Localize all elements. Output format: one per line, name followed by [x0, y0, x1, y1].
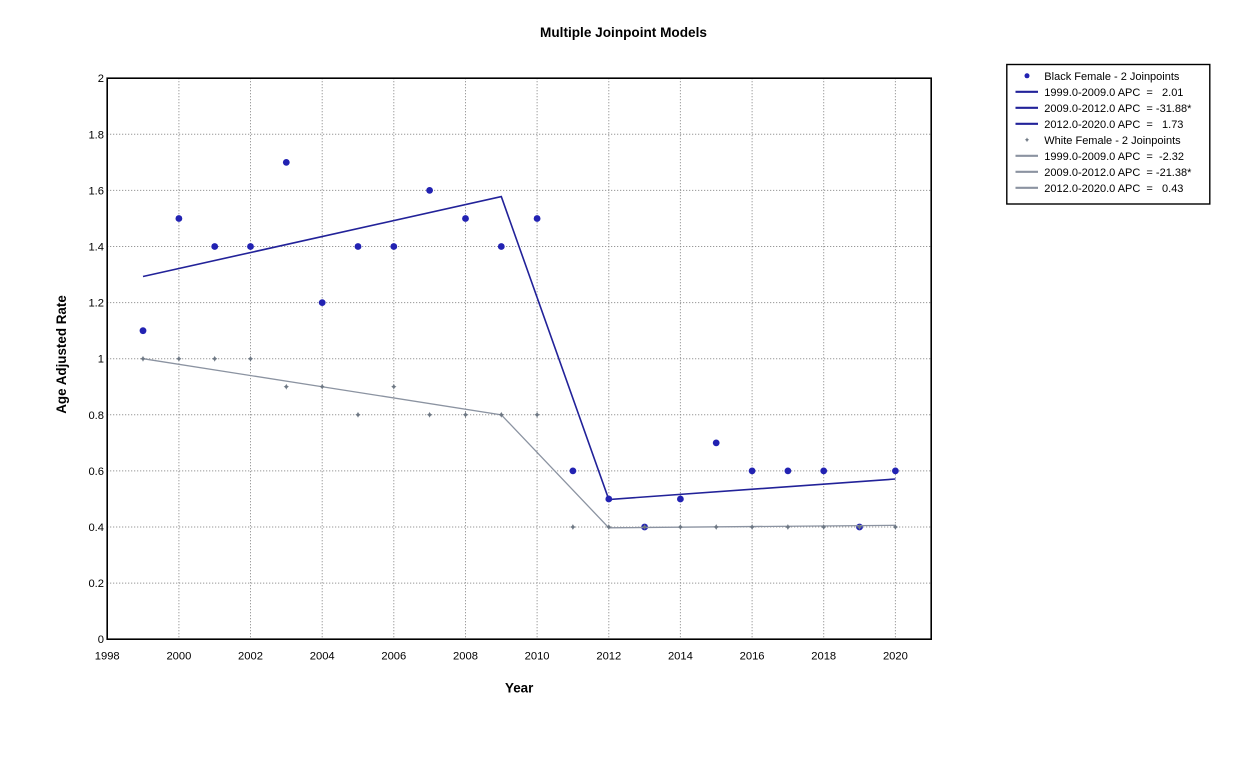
svg-text:2002: 2002 [238, 651, 263, 663]
svg-text:2006: 2006 [381, 651, 406, 663]
svg-text:0.2: 0.2 [88, 578, 104, 590]
svg-text:Black Female - 2 Joinpoints: Black Female - 2 Joinpoints [1044, 71, 1180, 83]
svg-text:1998: 1998 [95, 651, 120, 663]
svg-text:2012.0-2020.0 APC = 1.73: 2012.0-2020.0 APC = 1.73 [1044, 119, 1183, 131]
svg-text:2000: 2000 [166, 651, 191, 663]
svg-text:White Female - 2 Joinpoints: White Female - 2 Joinpoints [1044, 135, 1181, 147]
svg-text:0.8: 0.8 [88, 410, 104, 422]
svg-text:1.6: 1.6 [88, 185, 104, 197]
svg-text:2016: 2016 [740, 651, 765, 663]
svg-text:Year: Year [505, 681, 534, 696]
svg-text:2004: 2004 [310, 651, 335, 663]
svg-text:1999.0-2009.0 APC = 2.01: 1999.0-2009.0 APC = 2.01 [1044, 87, 1183, 99]
svg-text:0: 0 [98, 634, 104, 646]
svg-text:2010: 2010 [525, 651, 550, 663]
svg-text:1999.0-2009.0 APC = -2.32: 1999.0-2009.0 APC = -2.32 [1044, 151, 1184, 163]
svg-text:Age Adjusted Rate: Age Adjusted Rate [54, 295, 69, 414]
svg-text:0.6: 0.6 [88, 466, 104, 478]
svg-text:2009.0-2012.0 APC = -31.88*: 2009.0-2012.0 APC = -31.88* [1044, 103, 1192, 115]
svg-text:2020: 2020 [883, 651, 908, 663]
svg-text:2012: 2012 [596, 651, 621, 663]
svg-text:2009.0-2012.0 APC = -21.38*: 2009.0-2012.0 APC = -21.38* [1044, 167, 1192, 179]
svg-text:1.4: 1.4 [88, 242, 104, 254]
svg-text:Multiple Joinpoint Models: Multiple Joinpoint Models [540, 25, 707, 40]
svg-text:2018: 2018 [811, 651, 836, 663]
svg-text:1: 1 [98, 354, 104, 366]
svg-text:0.4: 0.4 [88, 522, 104, 534]
svg-text:1.8: 1.8 [88, 129, 104, 141]
svg-text:1.2: 1.2 [88, 298, 104, 310]
svg-text:2014: 2014 [668, 651, 693, 663]
svg-text:2008: 2008 [453, 651, 478, 663]
svg-text:2012.0-2020.0 APC = 0.43: 2012.0-2020.0 APC = 0.43 [1044, 183, 1183, 195]
svg-text:2: 2 [98, 73, 104, 85]
